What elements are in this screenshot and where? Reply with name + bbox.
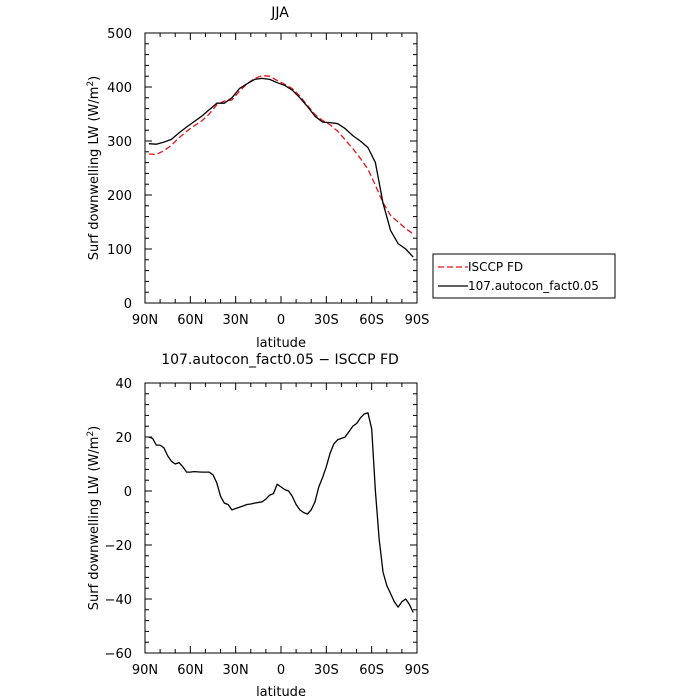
chart-bottom-frame <box>144 382 418 654</box>
x-tick-label: 60S <box>359 663 384 678</box>
y-tick-label: 0 <box>124 297 132 312</box>
chart-bottom-xlabel: latitude <box>256 685 306 700</box>
chart-bottom: 107.autocon_fact0.05 − ISCCP FD 90N 60N 30… <box>86 352 429 700</box>
legend-box <box>432 253 616 299</box>
y-tick-label: 0 <box>124 485 132 500</box>
chart-top-ylabel: Surf downwelling LW (W/m2) <box>86 76 102 261</box>
legend-label-model: 107.autocon_fact0.05 <box>468 279 599 293</box>
x-tick-label: 60N <box>177 313 203 328</box>
y-tick-label: 500 <box>107 27 132 42</box>
y-tick-label: −40 <box>105 593 132 608</box>
x-tick-label: 0 <box>277 663 285 678</box>
legend: ISCCP FD 107.autocon_fact0.05 <box>432 253 616 299</box>
chart-top-xlabel: latitude <box>256 336 306 351</box>
y-tick-label: 20 <box>115 431 132 446</box>
x-tick-label: 90N <box>132 663 158 678</box>
x-tick-label: 90S <box>405 663 430 678</box>
legend-label-isccp: ISCCP FD <box>468 260 523 274</box>
chart-bottom-ylabel: Surf downwelling LW (W/m2) <box>86 426 102 611</box>
x-tick-label: 90N <box>132 313 158 328</box>
chart-top: JJA 90N 60N 30N 0 30S 60S 90S0100200300400500 … <box>86 5 429 351</box>
x-tick-label: 30N <box>223 313 249 328</box>
chart-bottom-title: 107.autocon_fact0.05 − ISCCP FD <box>161 352 399 368</box>
y-tick-label: −20 <box>105 539 132 554</box>
series-line-difference <box>148 412 414 613</box>
series-line-isccp-fd <box>148 75 414 235</box>
x-tick-label: 30S <box>314 313 339 328</box>
x-tick-label: 60N <box>177 663 203 678</box>
chart-top-title: JJA <box>270 5 289 21</box>
y-tick-label: 400 <box>107 81 132 96</box>
y-tick-label: 100 <box>107 243 132 258</box>
y-tick-label: 300 <box>107 135 132 150</box>
x-tick-label: 0 <box>277 313 285 328</box>
x-tick-label: 30N <box>223 663 249 678</box>
x-tick-label: 30S <box>314 663 339 678</box>
x-tick-label: 90S <box>405 313 430 328</box>
y-tick-label: 40 <box>115 377 132 392</box>
series-line-107-autocon-fact0-05 <box>148 77 414 258</box>
x-tick-label: 60S <box>359 313 384 328</box>
y-tick-label: 200 <box>107 189 132 204</box>
y-tick-label: −60 <box>105 647 132 662</box>
